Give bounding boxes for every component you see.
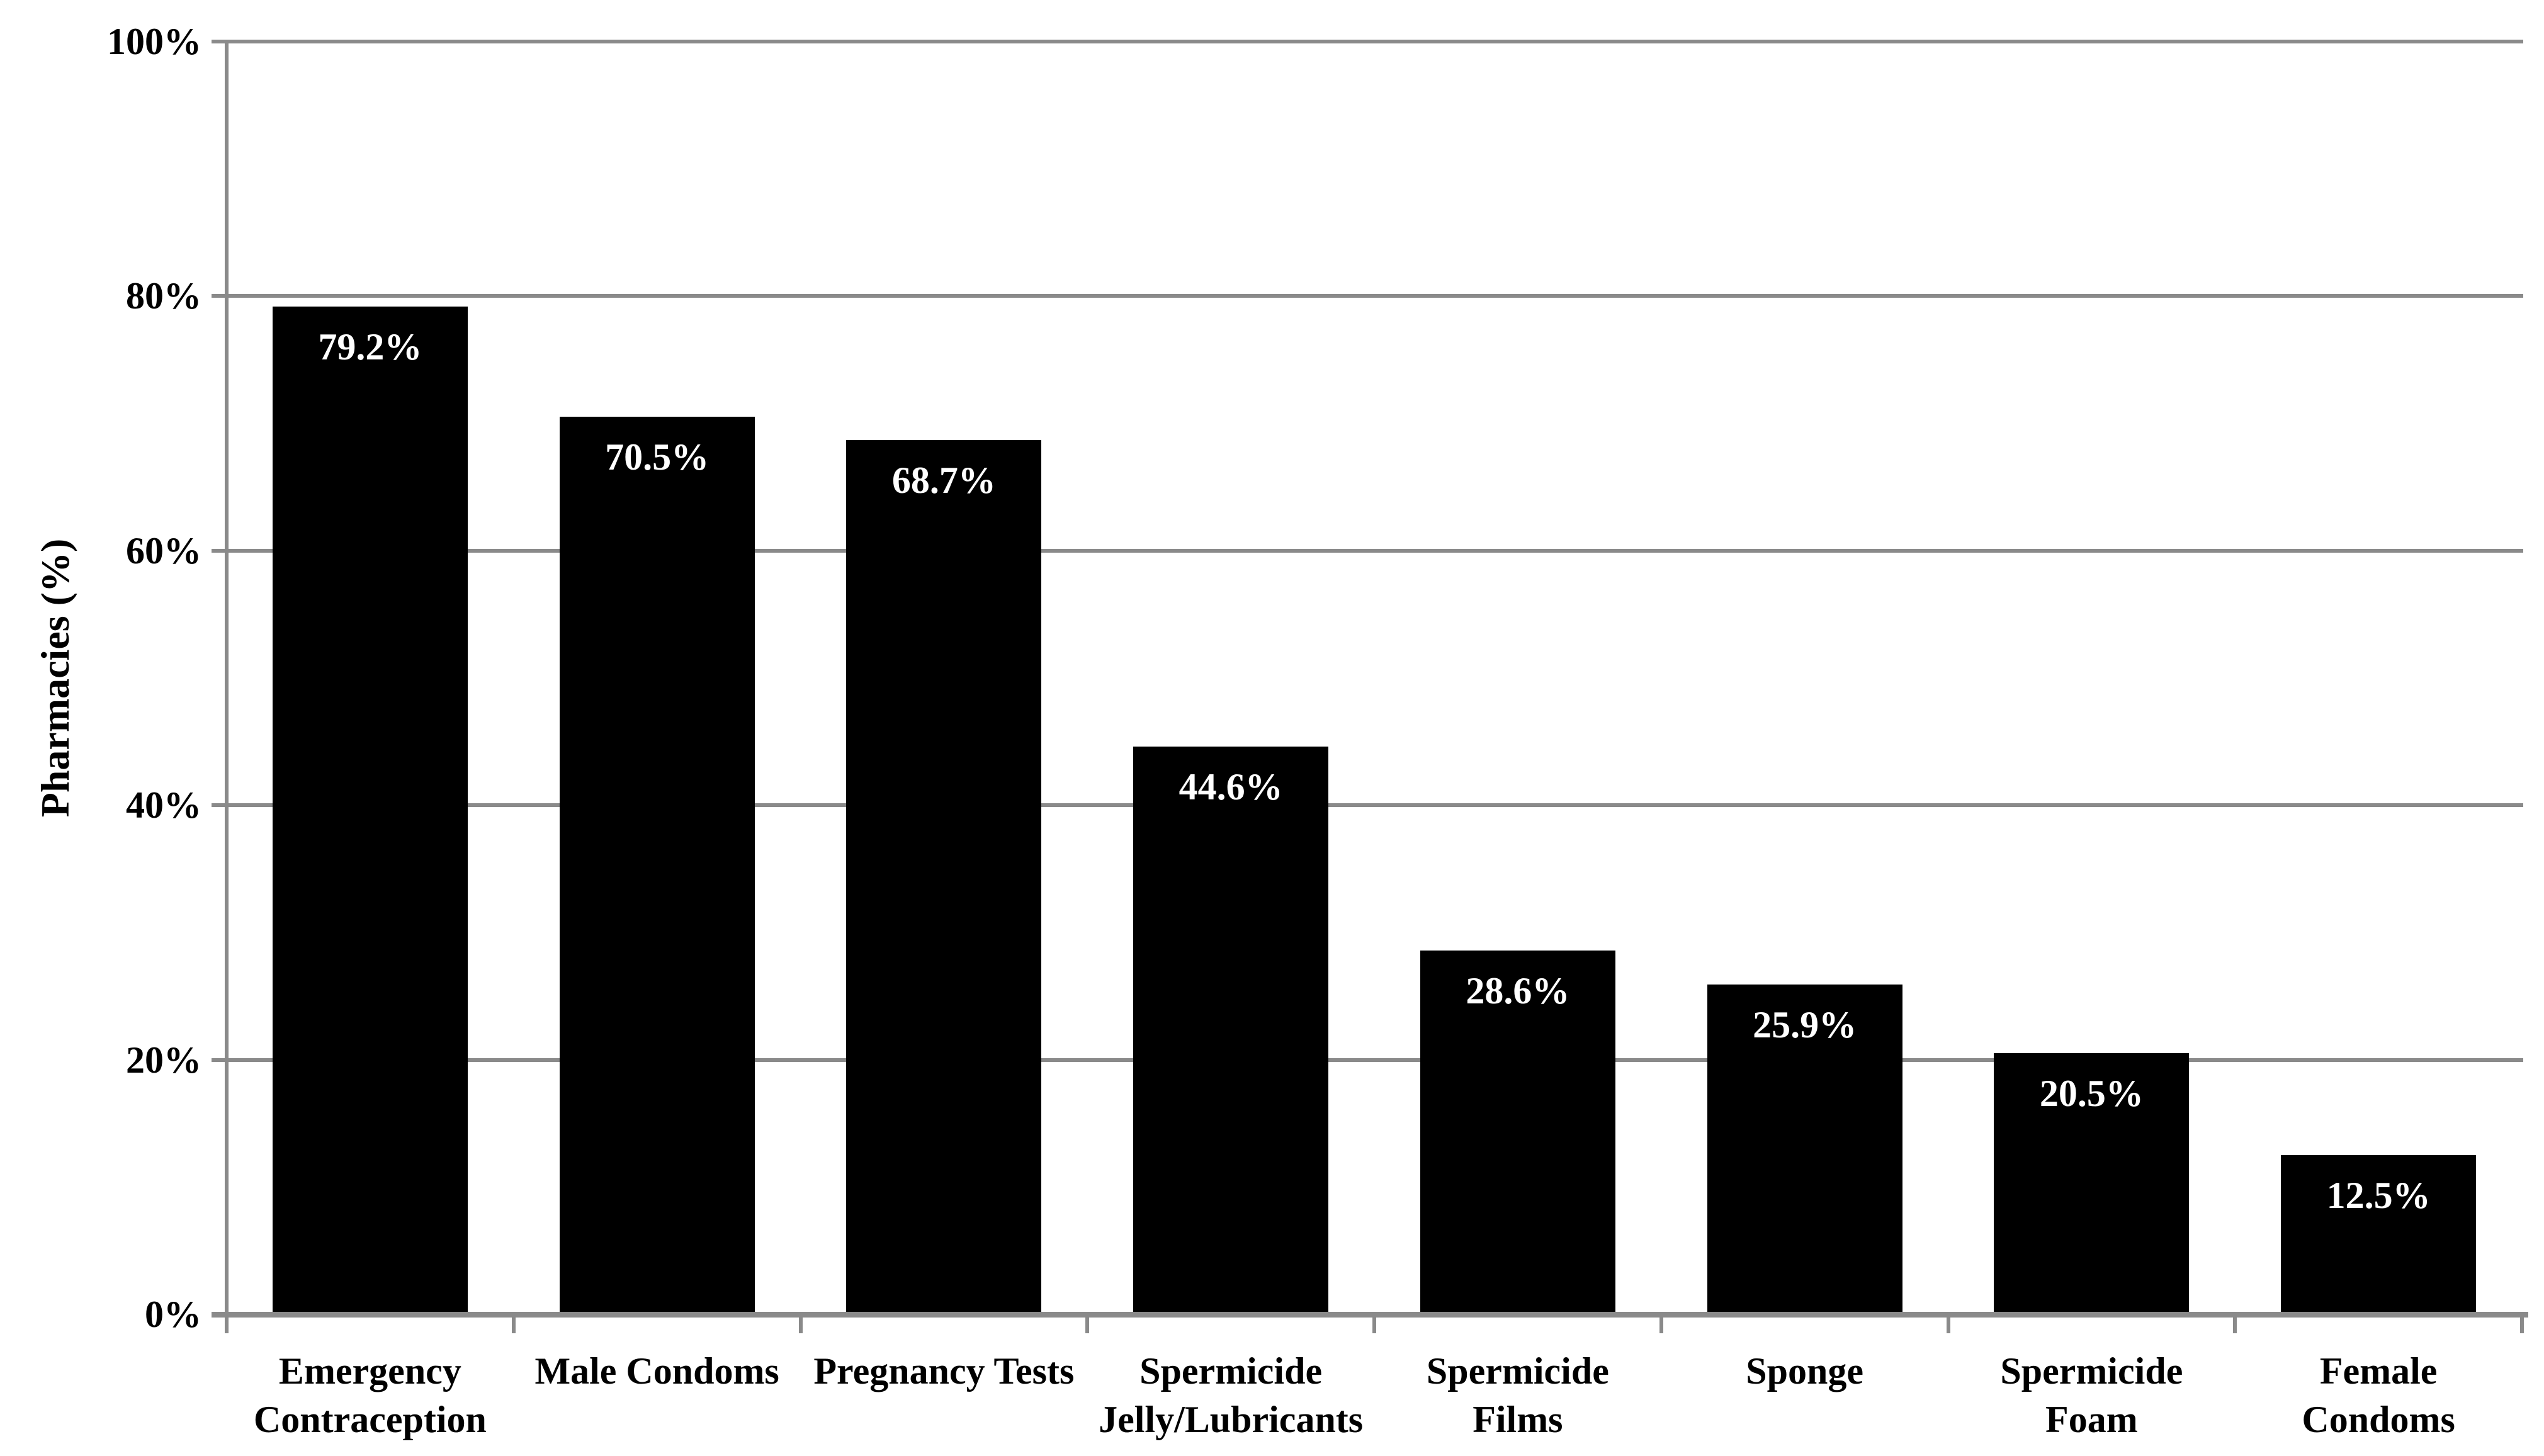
category-label-line: Films bbox=[1473, 1398, 1563, 1440]
x-axis-tick bbox=[1659, 1317, 1663, 1333]
bar-value-label: 20.5% bbox=[2039, 1073, 2144, 1115]
gridline bbox=[212, 40, 2523, 43]
category-label: Spermicide Foam bbox=[1890, 1347, 2293, 1444]
bar-value-label: 28.6% bbox=[1466, 969, 1570, 1012]
x-axis-tick bbox=[798, 1317, 803, 1333]
category-label: Spermicide Jelly/Lubricants bbox=[1029, 1347, 1432, 1444]
x-axis-tick bbox=[1946, 1317, 1950, 1333]
bar-value-label: 68.7% bbox=[891, 459, 996, 501]
y-axis-title: Pharmacies (%) bbox=[33, 538, 77, 818]
gridline bbox=[212, 1058, 2523, 1062]
y-tick-label: 40% bbox=[126, 784, 201, 827]
y-tick-label: 20% bbox=[126, 1039, 201, 1081]
bar: 44.6% bbox=[1133, 747, 1329, 1314]
x-axis-tick bbox=[511, 1317, 516, 1333]
gridline bbox=[212, 548, 2523, 553]
category-label-line: Spermicide bbox=[2000, 1350, 2183, 1392]
y-tick-label: 80% bbox=[126, 275, 201, 317]
category-label-line: Jelly/Lubricants bbox=[1099, 1398, 1364, 1440]
category-label-line: Condoms bbox=[2302, 1398, 2455, 1440]
category-label: Emergency Contraception bbox=[169, 1347, 572, 1444]
category-label-line: Spermicide bbox=[1426, 1350, 1609, 1392]
y-axis-line bbox=[225, 42, 229, 1317]
bar: 70.5% bbox=[559, 417, 755, 1314]
category-label-line: Spermicide bbox=[1139, 1350, 1323, 1392]
category-label: Female Condoms bbox=[2177, 1347, 2544, 1444]
category-label-line: Contraception bbox=[253, 1398, 487, 1440]
category-label: Sponge bbox=[1603, 1347, 2006, 1396]
bar: 68.7% bbox=[846, 439, 1042, 1314]
x-axis-line bbox=[212, 1312, 2528, 1318]
bar: 79.2% bbox=[272, 306, 468, 1314]
y-tick-label: 100% bbox=[107, 21, 201, 62]
x-axis-tick bbox=[2520, 1317, 2524, 1333]
gridline bbox=[212, 294, 2523, 298]
gridline bbox=[212, 803, 2523, 808]
category-label-line: Female bbox=[2319, 1350, 2438, 1392]
bar: 28.6% bbox=[1420, 950, 1615, 1314]
category-label-line: Foam bbox=[2045, 1398, 2138, 1440]
category-label: Pregnancy Tests bbox=[742, 1347, 1145, 1396]
category-label: Male Condoms bbox=[456, 1347, 859, 1396]
category-label-line: Sponge bbox=[1746, 1350, 1863, 1392]
x-axis-tick bbox=[1085, 1317, 1090, 1333]
bar-value-label: 25.9% bbox=[1753, 1004, 1857, 1046]
bar: 12.5% bbox=[2281, 1155, 2477, 1314]
bar-value-label: 12.5% bbox=[2326, 1175, 2431, 1217]
bar-value-label: 79.2% bbox=[318, 325, 422, 368]
bar: 25.9% bbox=[1707, 985, 1902, 1314]
category-label-line: Male Condoms bbox=[534, 1350, 779, 1392]
bar-value-label: 44.6% bbox=[1179, 766, 1283, 808]
category-label-line: Emergency bbox=[278, 1350, 461, 1392]
x-axis-tick bbox=[1372, 1317, 1376, 1333]
bar-value-label: 70.5% bbox=[605, 436, 709, 478]
category-label: Spermicide Films bbox=[1316, 1347, 1719, 1444]
x-axis-tick bbox=[2233, 1317, 2237, 1333]
category-label-line: Pregnancy Tests bbox=[813, 1350, 1075, 1392]
x-axis-tick bbox=[225, 1317, 229, 1333]
y-tick-label: 0% bbox=[145, 1294, 201, 1335]
bar: 20.5% bbox=[1994, 1053, 2190, 1314]
y-tick-label: 60% bbox=[126, 529, 201, 572]
